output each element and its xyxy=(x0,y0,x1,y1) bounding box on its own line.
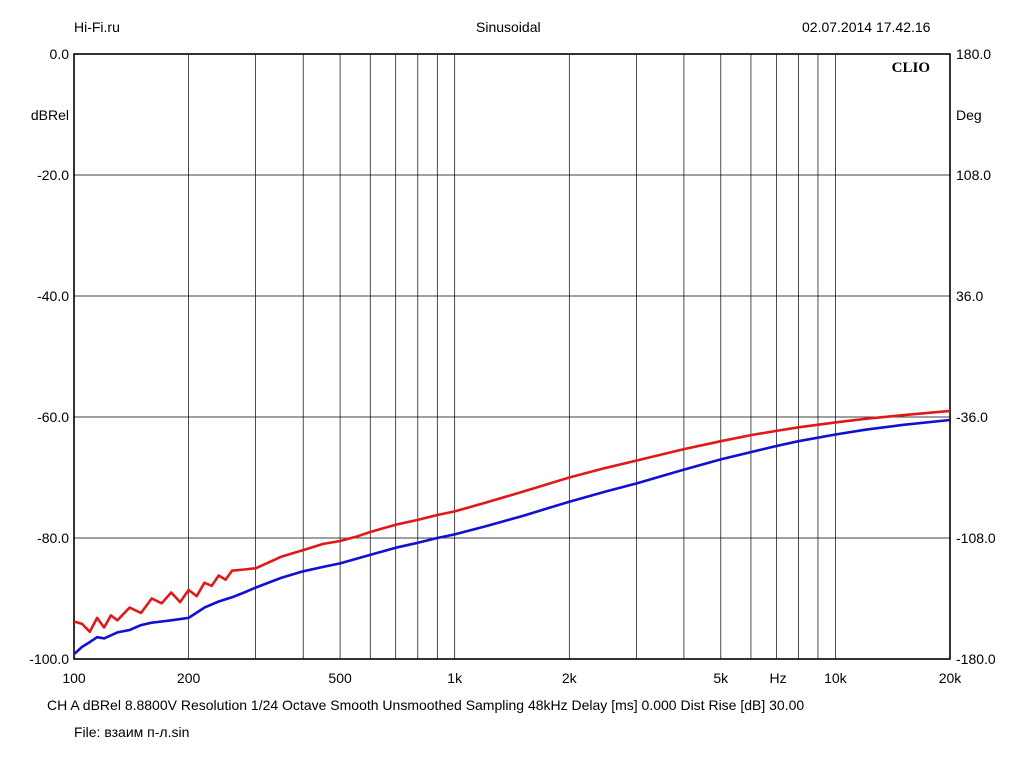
y2-tick-label: 180.0 xyxy=(956,46,991,62)
header-timestamp: 02.07.2014 17.42.16 xyxy=(802,19,931,35)
header-left-label: Hi-Fi.ru xyxy=(74,19,120,35)
y-tick-label: -40.0 xyxy=(37,288,69,304)
y-tick-label: 0.0 xyxy=(50,46,70,62)
x-unit-label: Hz xyxy=(770,670,787,686)
x-tick-label: 1k xyxy=(447,670,463,686)
y-tick-label: -100.0 xyxy=(29,651,69,667)
footer-file-name: File: взаим п-л.sin xyxy=(74,724,190,740)
x-tick-label: 100 xyxy=(62,670,86,686)
y-tick-label: -60.0 xyxy=(37,409,69,425)
y2-tick-label: -180.0 xyxy=(956,651,996,667)
series-line-1 xyxy=(73,409,951,634)
x-tick-label: 10k xyxy=(824,670,848,686)
x-tick-label: 200 xyxy=(177,670,201,686)
x-tick-label: 2k xyxy=(562,670,578,686)
series-line-2 xyxy=(73,418,951,656)
y2-tick-label: -108.0 xyxy=(956,530,996,546)
x-tick-label: 20k xyxy=(939,670,963,686)
y2-tick-label: 108.0 xyxy=(956,167,991,183)
clio-brand-label: CLIO xyxy=(892,60,930,76)
y-axis-label: dBRel xyxy=(31,107,69,123)
footer-settings-line: CH A dBRel 8.8800V Resolution 1/24 Octav… xyxy=(47,697,805,713)
x-tick-label: 500 xyxy=(328,670,352,686)
plot-frame xyxy=(73,53,951,660)
x-tick-label: 5k xyxy=(713,670,729,686)
y-tick-label: -80.0 xyxy=(37,530,69,546)
y2-tick-label: -36.0 xyxy=(956,409,988,425)
y2-tick-label: 36.0 xyxy=(956,288,983,304)
header-title: Sinusoidal xyxy=(476,19,541,35)
y2-axis-label: Deg xyxy=(956,107,982,123)
y-tick-label: -20.0 xyxy=(37,167,69,183)
